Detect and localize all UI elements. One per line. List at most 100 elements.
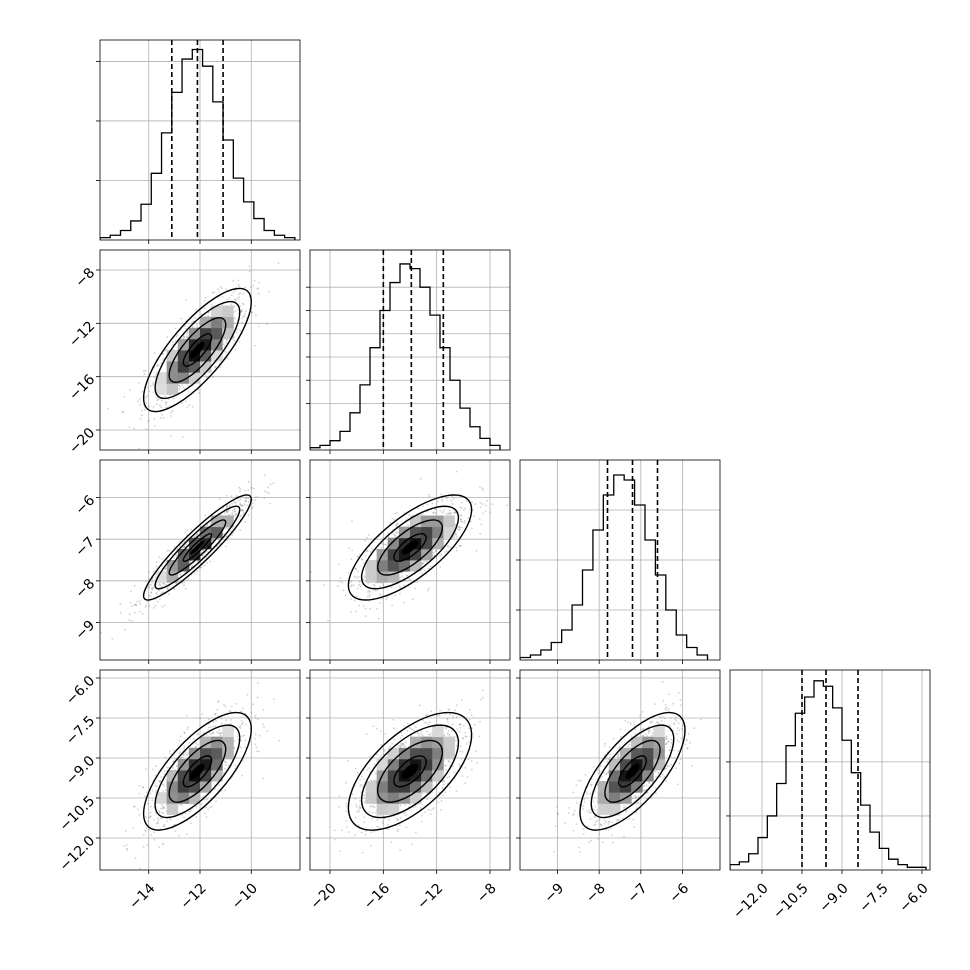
scatter-point <box>161 783 164 786</box>
scatter-point <box>476 761 478 764</box>
scatter-point <box>399 744 402 747</box>
scatter-point <box>151 799 154 802</box>
scatter-point <box>173 546 176 549</box>
scatter-point <box>181 581 184 584</box>
scatter-point <box>426 503 429 506</box>
scatter-point <box>686 747 688 750</box>
scatter-point <box>366 595 369 598</box>
scatter-point <box>256 496 259 498</box>
scatter-point <box>440 808 442 811</box>
scatter-point <box>168 585 170 588</box>
scatter-point <box>408 577 410 580</box>
density-cell <box>211 515 223 528</box>
scatter-point <box>250 711 253 714</box>
scatter-point <box>459 515 462 517</box>
scatter-point <box>180 402 183 404</box>
scatter-point <box>250 487 253 490</box>
scatter-point <box>189 810 191 813</box>
scatter-point <box>354 568 357 570</box>
scatter-point <box>244 712 247 715</box>
scatter-point <box>241 321 244 324</box>
y-tick-label: −12.0 <box>57 833 99 875</box>
density-cell <box>188 747 201 760</box>
scatter-point <box>446 545 449 547</box>
scatter-point <box>465 743 468 745</box>
scatter-point <box>256 287 259 290</box>
scatter-point <box>212 732 215 734</box>
scatter-point <box>479 532 482 535</box>
scatter-point <box>161 359 164 361</box>
density-cell <box>222 747 234 760</box>
scatter-point <box>448 708 451 711</box>
scatter-point <box>185 543 187 546</box>
density-cell <box>222 316 234 329</box>
scatter-point <box>373 763 376 766</box>
scatter-point <box>125 844 128 846</box>
scatter-point <box>165 401 168 404</box>
density-cell <box>432 526 444 539</box>
scatter-point <box>370 845 372 847</box>
scatter-point <box>175 765 178 768</box>
scatter-point <box>147 419 150 422</box>
scatter-point <box>345 810 348 813</box>
scatter-point <box>244 310 247 312</box>
scatter-point <box>583 801 586 803</box>
scatter-point <box>367 591 369 593</box>
scatter-point <box>459 745 462 747</box>
scatter-point <box>334 838 337 841</box>
scatter-point <box>463 509 465 511</box>
scatter-point <box>327 619 329 622</box>
scatter-point <box>177 812 180 814</box>
scatter-point <box>278 739 281 742</box>
density-cell <box>200 758 212 771</box>
density-cell <box>443 747 455 760</box>
scatter-point <box>204 564 206 567</box>
density-cell <box>177 560 190 572</box>
scatter-point <box>221 296 224 298</box>
scatter-point <box>272 698 275 701</box>
y-tick-label: −6.0 <box>63 673 98 708</box>
scatter-point <box>478 735 481 738</box>
scatter-point <box>439 709 441 712</box>
scatter-point <box>355 595 358 598</box>
scatter-point <box>605 772 608 775</box>
scatter-point <box>252 502 254 505</box>
density-cell <box>365 571 378 583</box>
density-cell <box>166 571 179 583</box>
scatter-point <box>459 727 462 729</box>
scatter-point <box>239 329 242 332</box>
scatter-point <box>160 592 162 595</box>
y-tick-label: −20 <box>66 425 98 457</box>
scatter-point <box>445 550 448 552</box>
scatter-point <box>152 382 154 384</box>
scatter-point <box>238 726 241 729</box>
scatter-point <box>163 825 166 828</box>
scatter-point <box>183 816 186 819</box>
scatter-point <box>257 718 259 721</box>
contour-line <box>168 519 227 576</box>
scatter-point <box>364 607 367 610</box>
scatter-point <box>395 817 398 820</box>
hist-panel-1 <box>306 249 511 454</box>
scatter-point <box>364 539 367 542</box>
scatter-point <box>459 765 461 767</box>
scatter-point <box>368 590 371 593</box>
scatter-point <box>164 568 167 570</box>
scatter-point <box>243 490 246 492</box>
density-cell <box>398 747 411 760</box>
density-cell <box>387 770 400 782</box>
scatter-point <box>420 513 423 516</box>
scatter-point <box>357 824 360 827</box>
scatter-point <box>160 399 163 402</box>
scatter-point <box>369 551 372 553</box>
scatter-point <box>403 725 406 727</box>
scatter-point <box>436 500 439 503</box>
scatter-point <box>245 723 247 726</box>
scatter-point <box>423 569 426 572</box>
scatter-point <box>373 806 376 809</box>
scatter-point <box>157 821 160 823</box>
scatter-point <box>414 726 417 728</box>
scatter-point <box>154 604 157 607</box>
scatter-point <box>162 807 165 809</box>
scatter-point <box>399 804 402 807</box>
